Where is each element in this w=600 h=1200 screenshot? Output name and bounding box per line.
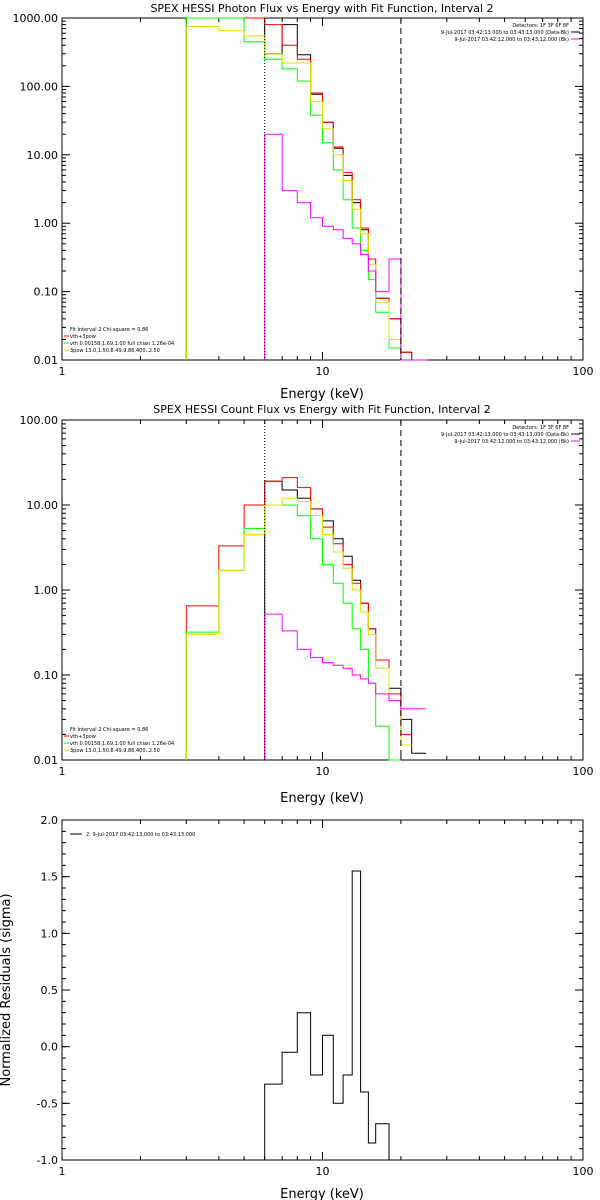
photon-flux-title: SPEX HESSI Photon Flux vs Energy with Fi… xyxy=(150,2,493,15)
count-flux-legend-bottom-left-entry: vth 0.00158,1.69,1.00 full chian 1.26e-0… xyxy=(70,741,174,747)
count-flux-y-tick-label: 0.10 xyxy=(34,669,59,682)
photon-flux-series-4-line xyxy=(264,133,427,361)
count-flux-y-tick-label: 10.00 xyxy=(27,499,59,512)
photon-flux-legend-top-right-entry: Detectors: 1F 3F 6F 8F xyxy=(512,23,569,29)
count-flux-legend-top-right-entry: 9-Jul-2017 03:42:12.000 to 03:43:12.000 … xyxy=(454,439,569,445)
photon-flux-y-tick-label: 10.00 xyxy=(27,149,59,162)
residuals-y-tick-label: 0.0 xyxy=(41,1041,59,1054)
residuals-y-tick-label: 1.5 xyxy=(41,871,59,884)
count-flux-y-tick-label: 0.01 xyxy=(34,754,59,767)
residuals-ylabel: Normalized Residuals (sigma) xyxy=(0,893,14,1086)
count-flux-legend-bottom-left-entry: Fit Interval 2 Chi-square = 0.86 xyxy=(70,727,148,733)
count-flux-legend-top-right-entry: 9-Jul-2017 03:42:13.000 to 03:43:13.000 … xyxy=(441,432,569,438)
residuals-legend-entry: 2: 9-Jul-2017 03:42:13.000 to 03:43:13.0… xyxy=(86,832,195,838)
count-flux-y-tick-label: 1.00 xyxy=(34,584,59,597)
photon-flux-legend-bottom-left-entry: 3pow 13.0,1.50,8.49,9.86,400.,2.50 xyxy=(70,348,160,354)
residuals-series-0-line xyxy=(264,870,401,1161)
residuals-panel: Energy (keV) Normalized Residuals (sigma… xyxy=(0,814,594,1200)
count-flux-legend-top-right-entry: Detectors: 1F 3F 6F 8F xyxy=(512,425,569,431)
photon-flux-legend-bottom-left-entry: Fit Interval 2 Chi-square = 0.86 xyxy=(70,327,148,333)
photon-flux-y-tick-label: 1000.00 xyxy=(13,12,59,25)
count-flux-marks: 1 10 100 0.01 0.10 1.00 10.00 100.00 Detectors: … xyxy=(20,414,594,778)
residuals-xlabel: Energy (keV) xyxy=(280,1187,364,1200)
residuals-x-tick-label: 100 xyxy=(573,1165,594,1178)
photon-flux-x-tick-label: 100 xyxy=(573,365,594,378)
photon-flux-series-3-line xyxy=(185,26,427,361)
photon-flux-marks: 1 10 100 0.01 0.10 1.00 10.00 100.00 1000.00 Dete… xyxy=(13,12,594,378)
photon-flux-y-tick-label: 0.10 xyxy=(34,286,59,299)
residuals-y-tick-label: 1.0 xyxy=(41,927,59,940)
residuals-marks: 1 10 100 -1.0 -0.5 0.0 0.5 1.0 1.5 2.0 2: 9-Jul-20… xyxy=(37,814,594,1178)
count-flux-series-4-line xyxy=(264,613,427,760)
residuals-y-tick-label: -1.0 xyxy=(37,1154,58,1167)
residuals-y-tick-label: -0.5 xyxy=(37,1097,58,1110)
photon-flux-legend-bottom-left-entry: vth+3pow xyxy=(70,334,96,340)
count-flux-x-tick-label: 1 xyxy=(59,765,66,778)
residuals-x-tick-label: 10 xyxy=(316,1165,330,1178)
photon-flux-legend-top-right-entry: 9-Jul-2017 03:42:13.000 to 03:43:13.000 … xyxy=(441,30,569,36)
residuals-y-tick-label: 0.5 xyxy=(41,984,59,997)
photon-flux-xlabel: Energy (keV) xyxy=(280,387,364,402)
count-flux-panel: SPEX HESSI Count Flux vs Energy with Fit… xyxy=(20,403,594,806)
count-flux-xlabel: Energy (keV) xyxy=(280,791,364,806)
photon-flux-legend-top-right-entry: 9-Jul-2017 03:42:12.000 to 03:43:12.000 … xyxy=(454,37,569,43)
residuals-x-tick-label: 1 xyxy=(59,1165,66,1178)
photon-flux-x-tick-label: 10 xyxy=(316,365,330,378)
count-flux-series-3-line xyxy=(185,497,412,760)
count-flux-x-tick-label: 100 xyxy=(573,765,594,778)
photon-flux-legend-bottom-left-entry: vth 0.00158,1.69,1.00 full chian 1.26e-0… xyxy=(70,341,174,347)
count-flux-legend-bottom-left-entry: vth+3pow xyxy=(70,734,96,740)
photon-flux-x-tick-label: 1 xyxy=(59,365,66,378)
count-flux-title: SPEX HESSI Count Flux vs Energy with Fit… xyxy=(153,403,490,416)
photon-flux-y-tick-label: 0.01 xyxy=(34,354,59,367)
count-flux-y-tick-label: 100.00 xyxy=(20,414,59,427)
photon-flux-y-tick-label: 100.00 xyxy=(20,80,59,93)
count-flux-legend-bottom-left-entry: 3pow 13.0,1.50,8.49,9.86,400.,2.50 xyxy=(70,748,160,754)
photon-flux-panel: SPEX HESSI Photon Flux vs Energy with Fi… xyxy=(13,2,594,402)
count-flux-series-0-line xyxy=(264,480,427,760)
count-flux-x-tick-label: 10 xyxy=(316,765,330,778)
residuals-y-tick-label: 2.0 xyxy=(41,814,59,827)
photon-flux-y-tick-label: 1.00 xyxy=(34,217,59,230)
